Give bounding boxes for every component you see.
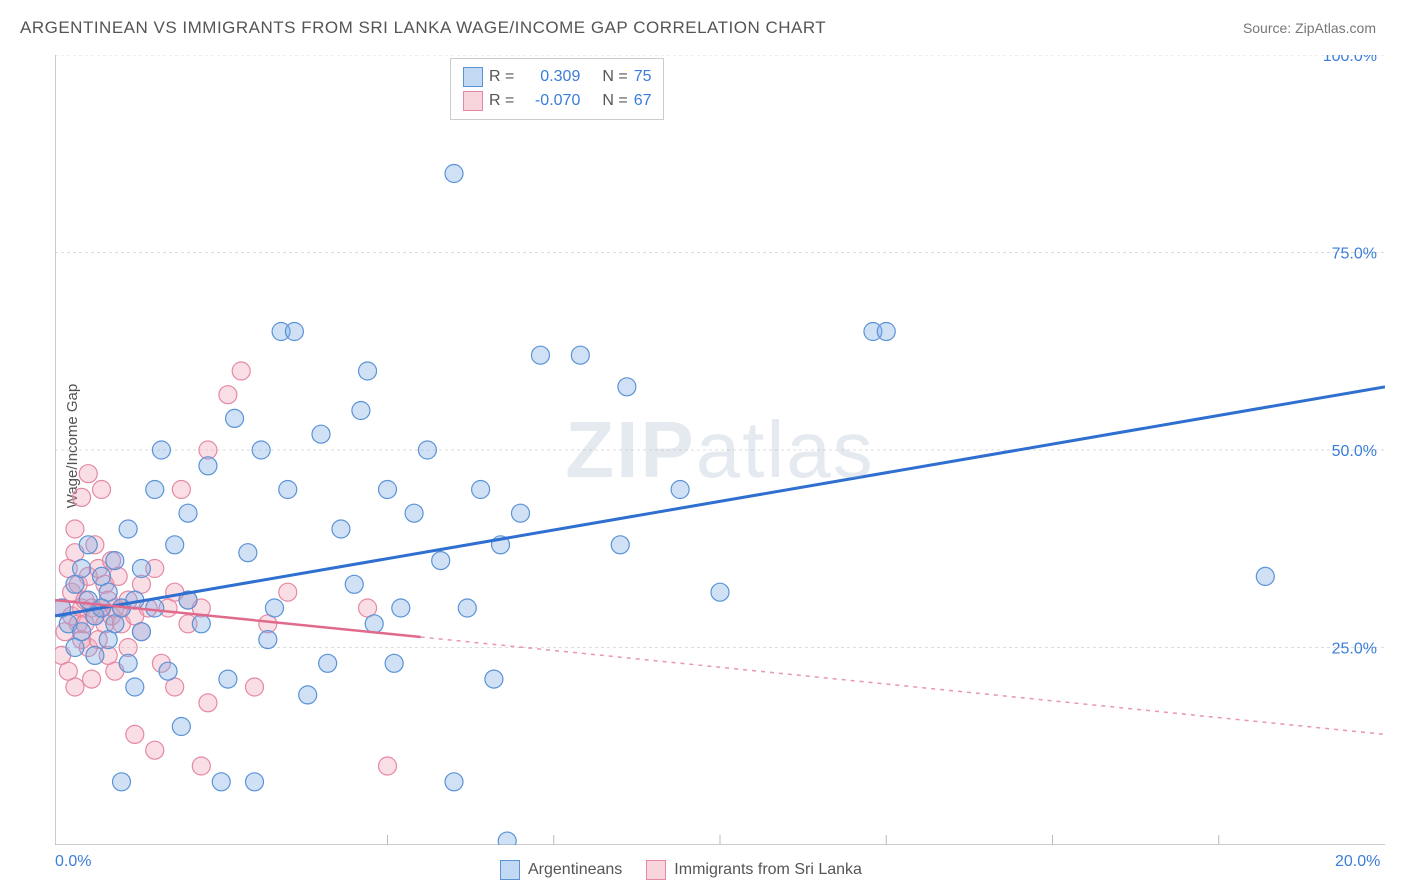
stats-legend-box: R = 0.309 N = 75 R = -0.070 N = 67 <box>450 58 664 120</box>
svg-text:50.0%: 50.0% <box>1332 443 1377 460</box>
x-tick-label: 0.0% <box>55 853 91 871</box>
chart-title: ARGENTINEAN VS IMMIGRANTS FROM SRI LANKA… <box>20 18 826 38</box>
x-tick-label: 20.0% <box>1335 853 1380 871</box>
n-label-1: N = <box>602 68 627 86</box>
swatch-series-1 <box>463 67 483 87</box>
r-label-1: R = <box>489 68 514 86</box>
n-value-2: 67 <box>634 92 652 110</box>
svg-text:100.0%: 100.0% <box>1323 55 1377 65</box>
scatter-chart: 25.0% 50.0% 75.0% 100.0% <box>55 55 1385 845</box>
series-legend: Argentineans Immigrants from Sri Lanka <box>500 860 862 880</box>
r-value-1: 0.309 <box>520 68 580 86</box>
n-value-1: 75 <box>634 68 652 86</box>
swatch-series-2 <box>463 91 483 111</box>
legend-label-1: Argentineans <box>528 861 622 879</box>
legend-item-1: Argentineans <box>500 860 622 880</box>
n-label-2: N = <box>602 92 627 110</box>
svg-text:25.0%: 25.0% <box>1332 641 1377 658</box>
chart-area: 25.0%50.0%75.0%100.0% ZIPatlas <box>55 55 1385 845</box>
stats-row-series-1: R = 0.309 N = 75 <box>463 65 651 89</box>
r-label-2: R = <box>489 92 514 110</box>
r-value-2: -0.070 <box>520 92 580 110</box>
svg-text:75.0%: 75.0% <box>1332 246 1377 263</box>
legend-label-2: Immigrants from Sri Lanka <box>674 861 862 879</box>
source-label: Source: ZipAtlas.com <box>1243 20 1376 36</box>
stats-row-series-2: R = -0.070 N = 67 <box>463 89 651 113</box>
legend-swatch-2 <box>646 860 666 880</box>
legend-item-2: Immigrants from Sri Lanka <box>646 860 862 880</box>
legend-swatch-1 <box>500 860 520 880</box>
